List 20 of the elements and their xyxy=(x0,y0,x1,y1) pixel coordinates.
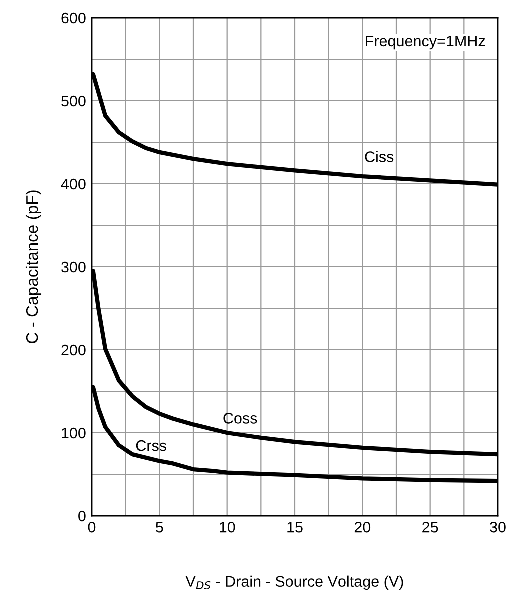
series-label: Crss xyxy=(136,440,166,452)
y-axis-title: C - Capacitance (pF) xyxy=(26,190,42,344)
annotation: Frequency=1MHz xyxy=(366,36,486,50)
y-tick-label: 600 xyxy=(62,12,86,24)
series-label: Ciss xyxy=(365,151,394,162)
y-tick-label: 400 xyxy=(61,178,86,190)
x-tick-label: 5 xyxy=(156,522,164,533)
x-tick-label: 20 xyxy=(354,522,371,533)
x-axis-title: V$_{DS}$ - Drain - Source Voltage (V) xyxy=(186,576,404,590)
x-tick-label: 10 xyxy=(220,522,236,533)
x-tick-label: 25 xyxy=(422,522,438,533)
y-tick-label: 500 xyxy=(62,96,86,107)
x-tick-label: 0 xyxy=(88,522,96,533)
x-tick-label: 30 xyxy=(490,522,506,533)
series-label: Coss xyxy=(224,413,258,424)
y-tick-label: 200 xyxy=(62,344,86,356)
y-tick-label: 0 xyxy=(78,510,86,522)
y-tick-label: 300 xyxy=(62,262,86,273)
x-tick-label: 15 xyxy=(288,522,303,533)
y-tick-label: 100 xyxy=(62,428,86,439)
